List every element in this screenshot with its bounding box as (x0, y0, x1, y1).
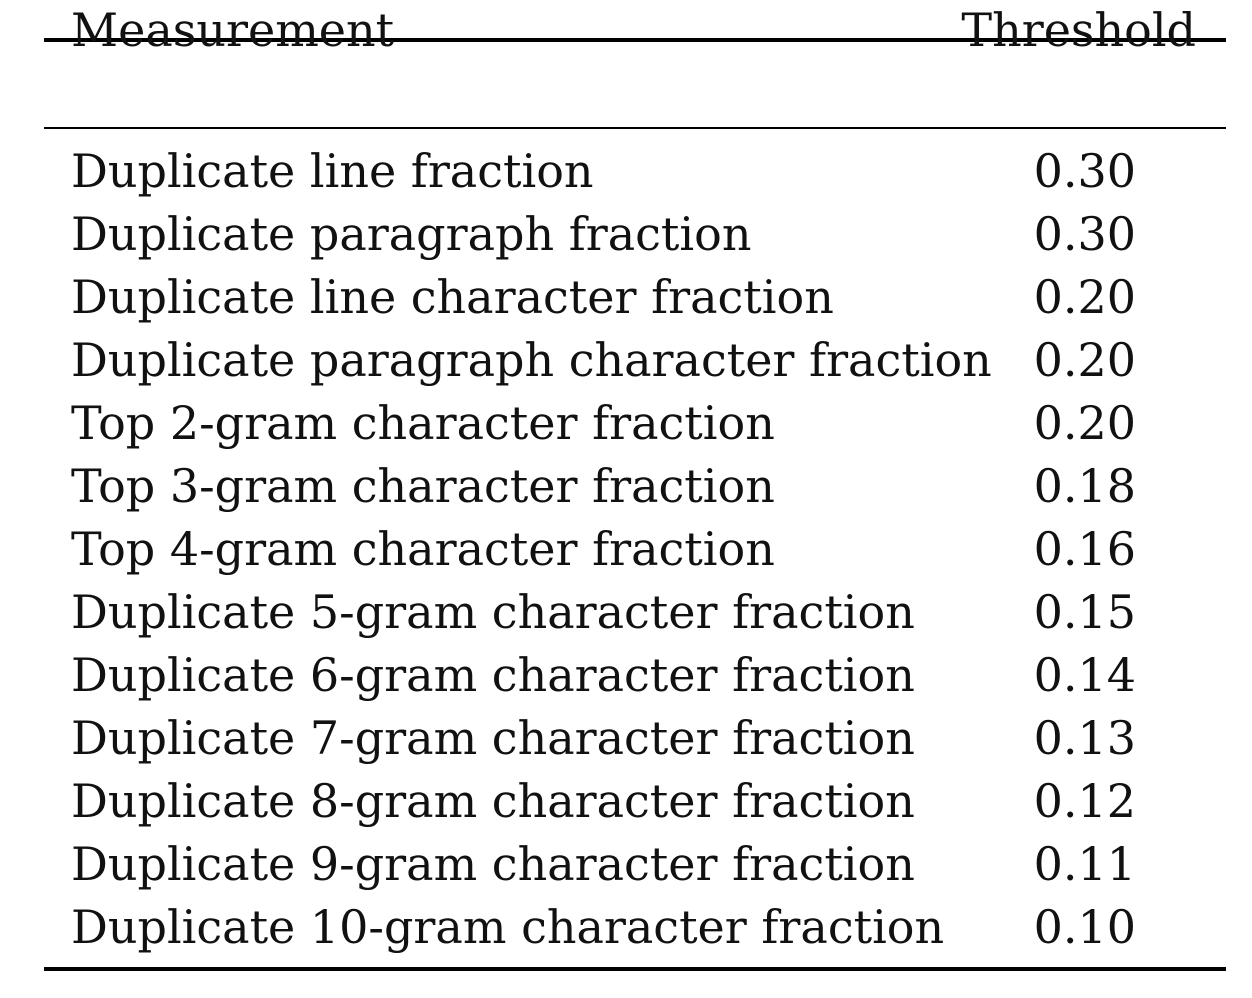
threshold-cell: 0.20 (1033, 396, 1136, 450)
threshold-cell: 0.18 (1033, 459, 1136, 513)
table-bottom-rule (44, 967, 1226, 971)
table-row: Duplicate 7-gram character fraction 0.13 (44, 707, 1226, 770)
table-header: Measurement Threshold (44, 0, 1226, 128)
table-row: Duplicate 5-gram character fraction 0.15 (44, 581, 1226, 644)
table-row: Top 3-gram character fraction 0.18 (44, 455, 1226, 518)
header-measurement: Measurement (71, 3, 395, 57)
table-row: Top 4-gram character fraction 0.16 (44, 518, 1226, 581)
table-row: Duplicate paragraph character fraction 0… (44, 329, 1226, 392)
measurement-cell: Duplicate line fraction (71, 144, 594, 198)
header-row: Measurement Threshold (44, 0, 1226, 128)
header-threshold: Threshold (961, 3, 1196, 57)
table-top-rule (44, 38, 1226, 42)
threshold-cell: 0.16 (1033, 522, 1136, 576)
table-body: Duplicate line fraction 0.30 Duplicate p… (44, 128, 1226, 959)
measurement-cell: Duplicate 5-gram character fraction (71, 585, 915, 639)
threshold-cell: 0.11 (1033, 837, 1136, 891)
threshold-cell: 0.12 (1033, 774, 1136, 828)
measurement-cell: Duplicate 7-gram character fraction (71, 711, 915, 765)
measurement-cell: Duplicate 9-gram character fraction (71, 837, 915, 891)
threshold-cell: 0.15 (1033, 585, 1136, 639)
measurement-cell: Duplicate paragraph character fraction (71, 333, 992, 387)
table-row: Duplicate 8-gram character fraction 0.12 (44, 770, 1226, 833)
threshold-cell: 0.10 (1033, 900, 1136, 954)
threshold-table: Measurement Threshold Duplicate line fra… (44, 0, 1226, 959)
body-spacer (44, 128, 1226, 140)
measurement-cell: Duplicate 10-gram character fraction (71, 900, 945, 954)
measurement-cell: Top 2-gram character fraction (71, 396, 775, 450)
table-header-rule (44, 127, 1226, 129)
threshold-cell: 0.13 (1033, 711, 1136, 765)
table-row: Top 2-gram character fraction 0.20 (44, 392, 1226, 455)
table-row: Duplicate 9-gram character fraction 0.11 (44, 833, 1226, 896)
threshold-cell: 0.30 (1033, 207, 1136, 261)
threshold-cell: 0.30 (1033, 144, 1136, 198)
table-row: Duplicate 6-gram character fraction 0.14 (44, 644, 1226, 707)
table-row: Duplicate paragraph fraction 0.30 (44, 203, 1226, 266)
measurement-cell: Duplicate line character fraction (71, 270, 834, 324)
measurement-cell: Top 3-gram character fraction (71, 459, 775, 513)
measurement-cell: Duplicate 8-gram character fraction (71, 774, 915, 828)
table-row: Duplicate 10-gram character fraction 0.1… (44, 896, 1226, 959)
table-row: Duplicate line fraction 0.30 (44, 140, 1226, 203)
measurement-cell: Top 4-gram character fraction (71, 522, 775, 576)
table-row: Duplicate line character fraction 0.20 (44, 266, 1226, 329)
threshold-cell: 0.20 (1033, 270, 1136, 324)
threshold-cell: 0.20 (1033, 333, 1136, 387)
measurement-cell: Duplicate paragraph fraction (71, 207, 752, 261)
measurement-cell: Duplicate 6-gram character fraction (71, 648, 915, 702)
threshold-cell: 0.14 (1033, 648, 1136, 702)
